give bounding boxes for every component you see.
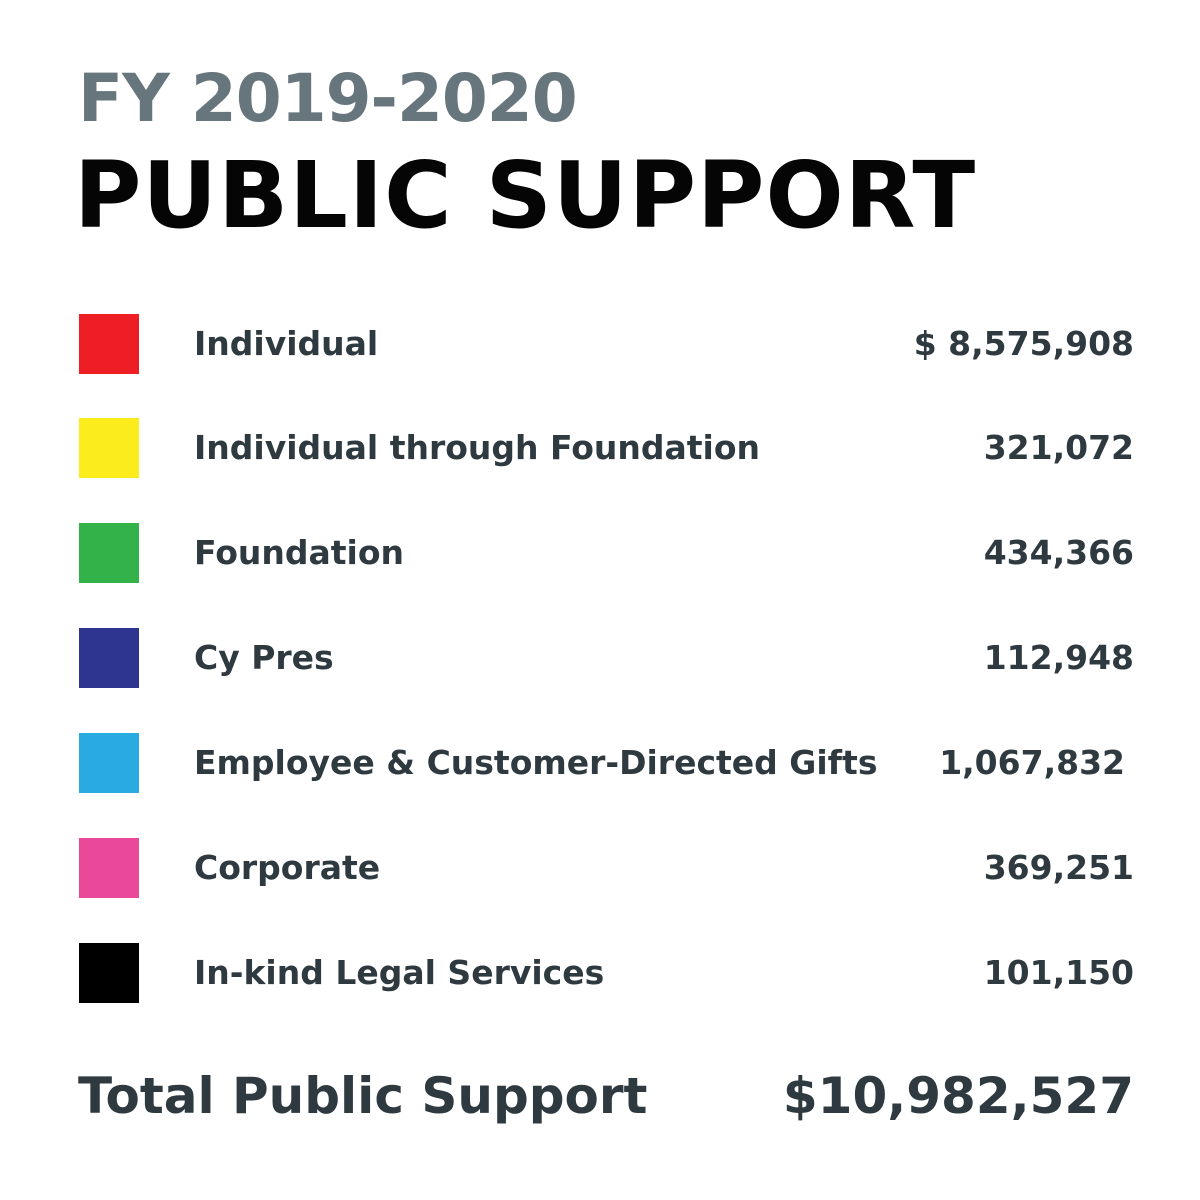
support-category-label: Individual xyxy=(194,324,379,363)
support-row-in-kind-legal: In-kind Legal Services 101,150 xyxy=(0,943,1200,1003)
color-swatch xyxy=(79,943,139,1003)
support-amount: 434,366 xyxy=(983,533,1134,572)
color-swatch xyxy=(79,733,139,793)
support-amount: 112,948 xyxy=(983,638,1134,677)
support-category-label: Foundation xyxy=(194,533,405,572)
support-category-label: Corporate xyxy=(194,848,381,887)
support-category-label: In-kind Legal Services xyxy=(194,953,605,992)
support-category-label: Employee & Customer-Directed Gifts xyxy=(194,743,878,782)
support-category-label: Cy Pres xyxy=(194,638,334,677)
support-amount: 101,150 xyxy=(983,953,1134,992)
color-swatch xyxy=(79,628,139,688)
color-swatch xyxy=(79,523,139,583)
total-label: Total Public Support xyxy=(78,1067,648,1125)
support-amount: 1,067,832 xyxy=(939,743,1125,782)
support-amount: 321,072 xyxy=(983,428,1134,467)
color-swatch xyxy=(79,418,139,478)
color-swatch xyxy=(79,838,139,898)
color-swatch xyxy=(79,314,139,374)
support-row-employee-customer-gifts: Employee & Customer-Directed Gifts 1,067… xyxy=(0,733,1200,793)
fiscal-year-heading: FY 2019-2020 xyxy=(78,60,578,137)
support-amount: $ 8,575,908 xyxy=(913,324,1134,363)
support-category-label: Individual through Foundation xyxy=(194,428,761,467)
support-row-foundation: Foundation 434,366 xyxy=(0,523,1200,583)
total-amount: $10,982,527 xyxy=(782,1067,1134,1125)
support-row-corporate: Corporate 369,251 xyxy=(0,838,1200,898)
support-amount: 369,251 xyxy=(983,848,1134,887)
support-row-individual-through-foundation: Individual through Foundation 321,072 xyxy=(0,418,1200,478)
support-row-cy-pres: Cy Pres 112,948 xyxy=(0,628,1200,688)
support-row-individual: Individual $ 8,575,908 xyxy=(0,314,1200,374)
page-title: PUBLIC SUPPORT xyxy=(74,142,977,249)
